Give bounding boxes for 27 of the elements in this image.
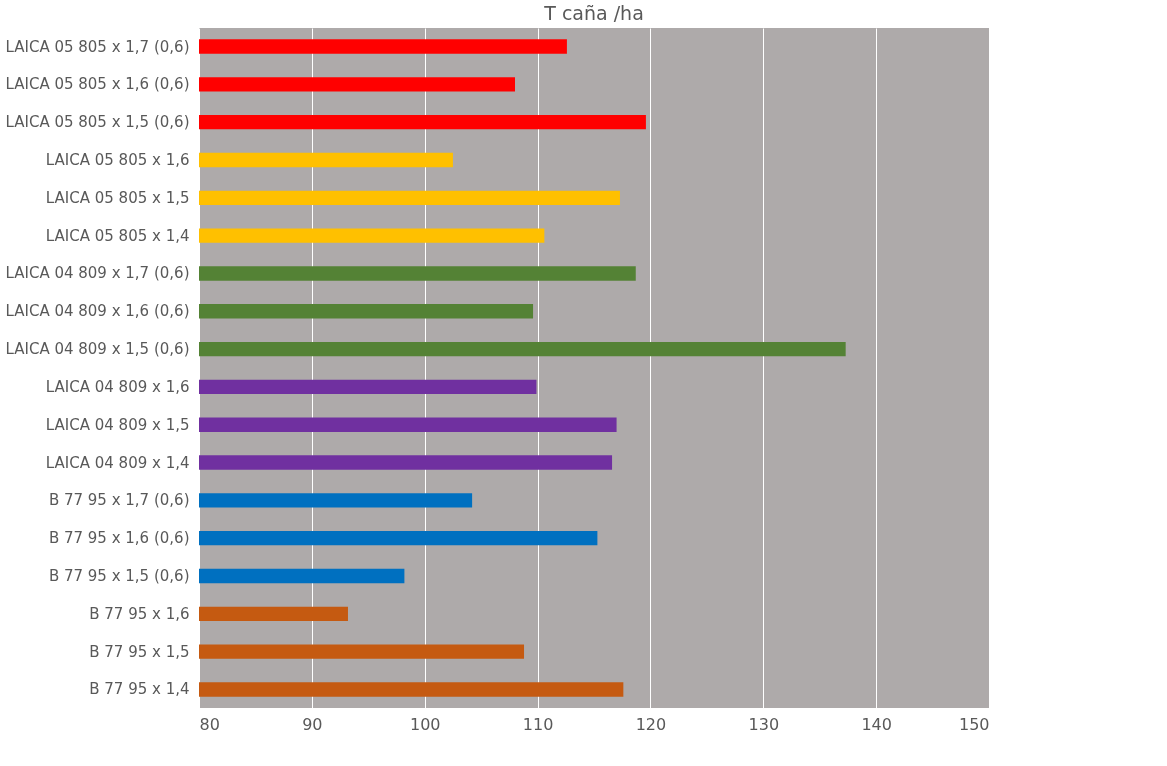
y-tick-label: LAICA 04 809 x 1,7 (0,6) [5, 264, 190, 283]
y-tick-label: B 77 95 x 1,7 (0,6) [48, 491, 190, 510]
y-tick-label: LAICA 04 809 x 1,4 [45, 453, 190, 472]
x-tick-label: 80 [199, 714, 220, 734]
y-tick-label: LAICA 04 809 x 1,6 [45, 377, 190, 396]
y-tick-label: LAICA 05 805 x 1,7 (0,6) [5, 37, 190, 56]
x-tick-label: 140 [861, 714, 892, 734]
y-tick-label: B 77 95 x 1,6 (0,6) [48, 529, 190, 548]
y-tick-label: LAICA 05 805 x 1,5 (0,6) [5, 113, 190, 132]
x-tick-label: 120 [635, 714, 667, 734]
y-tick-label: B 77 95 x 1,4 [89, 680, 190, 699]
y-tick-label: LAICA 05 805 x 1,6 [45, 150, 190, 169]
y-tick-label: B 77 95 x 1,5 (0,6) [48, 567, 190, 586]
y-tick-label: B 77 95 x 1,6 [89, 604, 190, 623]
x-tick-label: 150 [958, 714, 990, 734]
x-tick-label: 110 [522, 714, 554, 734]
chart-title: T caña /ha [543, 2, 644, 24]
x-tick-label: 100 [409, 714, 441, 734]
y-tick-label: LAICA 05 805 x 1,5 [45, 188, 190, 207]
x-tick-label: 90 [302, 714, 323, 734]
y-tick-label: LAICA 05 805 x 1,4 [45, 226, 190, 245]
y-tick-label: LAICA 05 805 x 1,6 (0,6) [5, 75, 190, 94]
y-tick-label: LAICA 04 809 x 1,5 [45, 415, 190, 434]
y-tick-label: LAICA 04 809 x 1,6 (0,6) [5, 302, 190, 321]
x-tick-label: 130 [748, 714, 780, 734]
y-tick-label: B 77 95 x 1,5 [89, 642, 190, 661]
y-tick-label: LAICA 04 809 x 1,5 (0,6) [5, 340, 190, 359]
